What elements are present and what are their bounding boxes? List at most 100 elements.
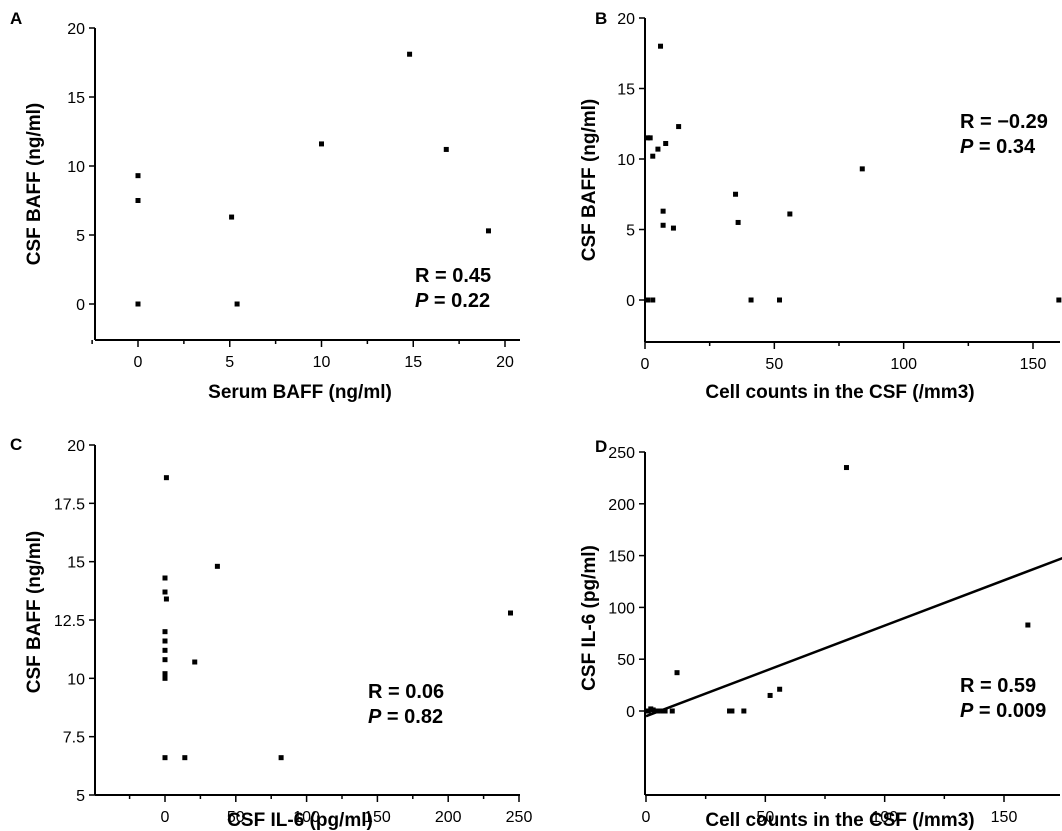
x-tick-label: 100 (293, 809, 320, 826)
y-tick-label: 20 (67, 438, 85, 455)
data-point (777, 686, 783, 692)
data-point (650, 707, 656, 713)
y-tick-label: 5 (76, 788, 85, 805)
x-tick-label: 150 (1020, 356, 1047, 373)
data-point (843, 465, 849, 471)
x-tick-label: 0 (641, 356, 650, 373)
y-tick-label: 50 (617, 652, 635, 669)
data-point (787, 211, 793, 217)
regression-line (645, 556, 1062, 718)
stat-p-number: = 0.82 (381, 706, 443, 728)
data-point (214, 563, 220, 569)
data-point (670, 225, 676, 231)
data-point (278, 755, 284, 761)
data-point (655, 708, 661, 714)
x-tick-label: 50 (756, 809, 774, 826)
data-point (859, 166, 865, 172)
y-tick-label: 0 (76, 297, 85, 314)
x-tick-label: 0 (642, 809, 651, 826)
stat-r-value: R = 0.06 (368, 681, 444, 703)
y-tick-label: 10 (67, 159, 85, 176)
data-point (676, 124, 682, 130)
data-point (655, 146, 661, 152)
data-point (192, 659, 198, 665)
data-point (733, 191, 739, 197)
data-point (135, 301, 141, 307)
stat-p-label: P (415, 290, 429, 312)
data-point (735, 219, 741, 225)
stat-p-number: = 0.009 (973, 700, 1046, 722)
data-point (662, 708, 668, 714)
x-tick-label: 250 (506, 809, 533, 826)
stat-p-value: P = 0.22 (415, 290, 490, 312)
x-axis-title: CSF IL-6 (pg/ml) (227, 810, 373, 831)
data-point (674, 670, 680, 676)
stat-p-value: P = 0.82 (368, 706, 443, 728)
panel-label-b: B (595, 9, 607, 28)
x-axis-title: Cell counts in the CSF (/mm3) (705, 382, 974, 403)
data-point (660, 222, 666, 228)
data-point (135, 173, 141, 179)
data-point (135, 198, 141, 203)
data-point (660, 208, 666, 214)
x-tick-label: 200 (435, 809, 462, 826)
x-tick-label: 5 (225, 354, 234, 371)
x-axis-title: Cell counts in the CSF (/mm3) (705, 810, 974, 831)
stat-p-number: = 0.34 (973, 136, 1036, 158)
panel-b: B 0 5 10 15 20 0 50 100 150 Cell counts in the CSF… (579, 9, 1062, 403)
data-point (162, 647, 168, 653)
y-tick-label: 15 (67, 90, 85, 107)
x-tick-label: 150 (991, 809, 1018, 826)
data-point (645, 297, 651, 303)
y-tick-label: 10 (67, 671, 85, 688)
data-point (162, 638, 168, 644)
data-point (647, 135, 653, 141)
panel-a: A 0 5 10 15 20 0 5 10 15 20 Serum BAFF (ng/ml) CSF B… (10, 9, 520, 403)
data-point (162, 575, 168, 581)
y-tick-label: 10 (617, 152, 635, 169)
panel-d: D 0 50 100 150 200 250 0 50 100 150 Cell counts in … (579, 437, 1062, 831)
data-point (645, 135, 651, 141)
panel-label-c: C (10, 435, 22, 454)
y-tick-label: 0 (626, 293, 635, 310)
y-tick-label: 250 (608, 445, 635, 462)
stats-annotation: R = 0.45 P = 0.22 (415, 265, 491, 312)
stat-p-label: P (368, 706, 382, 728)
y-tick-label: 150 (608, 549, 635, 566)
y-axis-title: CSF IL-6 (pg/ml) (579, 545, 600, 691)
data-point (650, 297, 656, 303)
stat-p-label: P (960, 136, 974, 158)
stat-r-value: R = 0.45 (415, 265, 491, 287)
x-tick-label: 50 (765, 356, 783, 373)
x-tick-label: 10 (313, 354, 331, 371)
data-point (650, 153, 656, 159)
data-point (729, 708, 735, 714)
x-tick-label: 0 (161, 809, 170, 826)
data-point (443, 146, 449, 152)
stat-p-number: = 0.22 (428, 290, 490, 312)
y-tick-label: 12.5 (54, 613, 85, 630)
y-axis-title: CSF BAFF (ng/ml) (24, 103, 45, 266)
data-point (162, 755, 168, 761)
x-axis-title: Serum BAFF (ng/ml) (208, 382, 392, 403)
panel-label-a: A (10, 9, 22, 28)
stat-p-value: P = 0.009 (960, 700, 1046, 722)
data-point (1056, 297, 1062, 303)
data-point (162, 675, 168, 681)
y-axis-title: CSF BAFF (ng/ml) (579, 99, 600, 262)
y-tick-label: 5 (76, 228, 85, 245)
data-point (319, 141, 324, 147)
data-point (658, 43, 664, 49)
y-tick-label: 7.5 (63, 730, 85, 747)
data-point (485, 228, 491, 234)
panel-label-d: D (595, 437, 607, 456)
y-tick-label: 0 (626, 704, 635, 721)
data-point (234, 301, 240, 307)
y-tick-label: 200 (608, 497, 635, 514)
data-point (777, 297, 783, 303)
data-point (162, 629, 168, 635)
data-point (182, 755, 188, 761)
data-point (407, 51, 413, 57)
data-point (669, 708, 675, 714)
